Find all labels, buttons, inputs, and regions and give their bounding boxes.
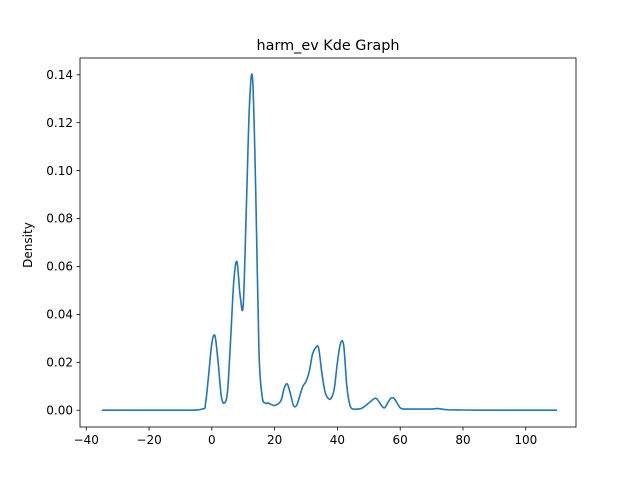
- x-tick-label: 0: [208, 433, 216, 447]
- plot-frame: [79, 57, 577, 428]
- series-layer: [101, 73, 558, 412]
- x-tick-label: −20: [136, 433, 161, 447]
- chart-title: harm_ev Kde Graph: [257, 38, 400, 54]
- x-tick-label: 100: [514, 433, 537, 447]
- y-tick-label: 0.04: [46, 308, 73, 322]
- y-axis-label: Density: [21, 222, 35, 268]
- x-tick-label: −40: [74, 433, 99, 447]
- x-axis-ticks: −40 −20 0 20 40 60 80 100: [74, 427, 537, 447]
- y-tick-label: 0.14: [46, 68, 73, 82]
- x-tick-label: 40: [330, 433, 345, 447]
- y-axis-ticks: 0.00 0.02 0.04 0.06 0.08 0.10 0.12 0.14: [46, 68, 80, 417]
- x-tick-label: 20: [267, 433, 282, 447]
- y-tick-label: 0.08: [46, 212, 73, 226]
- y-tick-label: 0.10: [46, 164, 73, 178]
- y-tick-label: 0.06: [46, 260, 73, 274]
- x-tick-label: 80: [455, 433, 470, 447]
- x-tick-label: 60: [393, 433, 408, 447]
- kde-series-line: [101, 73, 558, 412]
- y-tick-label: 0.12: [46, 116, 73, 130]
- y-tick-label: 0.00: [46, 403, 73, 417]
- y-tick-label: 0.02: [46, 356, 73, 370]
